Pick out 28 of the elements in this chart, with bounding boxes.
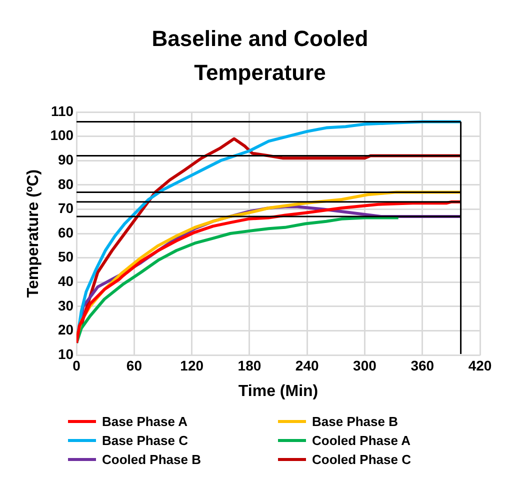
y-tick-label: 40 [58, 272, 74, 289]
legend-label: Base Phase A [102, 414, 188, 429]
x-tick-label: 60 [126, 357, 142, 374]
x-tick-label: 420 [468, 357, 492, 374]
legend-label: Cooled Phase A [312, 433, 410, 448]
y-tick-label: 60 [58, 224, 74, 240]
y-tick-label: 70 [58, 200, 74, 216]
y-tick-label: 50 [58, 248, 74, 265]
x-tick-label: 180 [238, 357, 262, 374]
x-tick-label: 0 [72, 357, 81, 374]
y-tick-label: 90 [58, 151, 74, 168]
legend-label: Base Phase B [312, 414, 398, 429]
legend-label: Base Phase C [102, 433, 188, 448]
x-tick-label: 240 [295, 357, 319, 374]
y-axis-title: Temperature (ºC) [25, 169, 42, 298]
y-tick-label: 110 [50, 102, 74, 119]
legend-label: Cooled Phase B [102, 452, 201, 467]
x-axis-title: Time (Min) [238, 382, 318, 400]
x-tick-label: 300 [353, 357, 377, 374]
y-tick-label: 100 [50, 127, 74, 144]
y-tick-label: 80 [58, 176, 74, 192]
x-tick-label: 360 [410, 357, 434, 374]
y-tick-label: 30 [58, 297, 74, 314]
legend-label: Cooled Phase C [312, 452, 411, 467]
y-tick-label: 20 [58, 322, 74, 338]
chart-title: Baseline and Cooled Temperature [150, 25, 370, 87]
y-tick-label: 10 [58, 346, 74, 362]
x-tick-label: 120 [180, 357, 204, 374]
